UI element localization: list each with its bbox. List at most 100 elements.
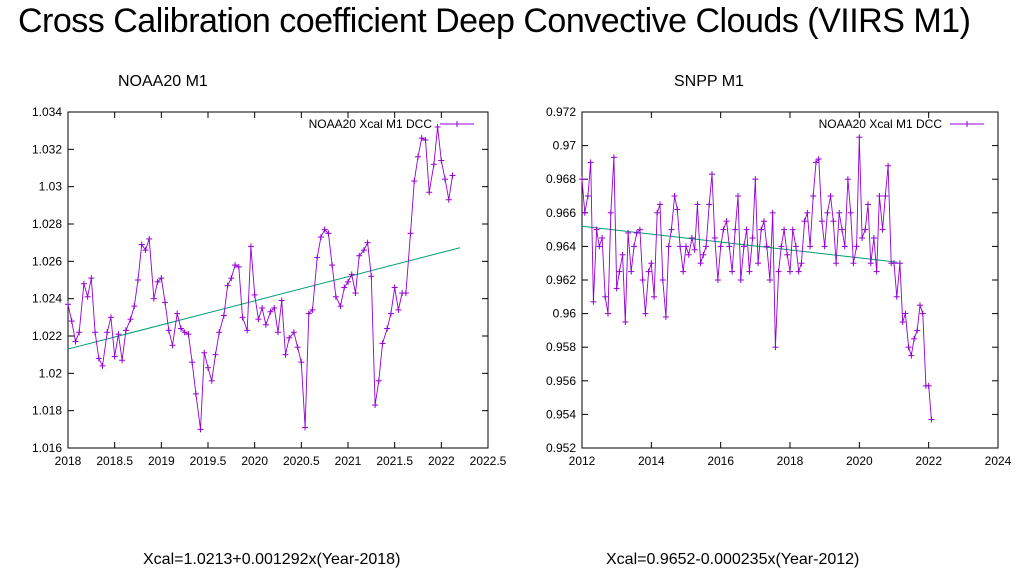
data-point — [84, 293, 91, 300]
data-point — [434, 123, 441, 130]
data-point — [445, 196, 452, 203]
data-point — [709, 171, 715, 178]
data-point — [891, 260, 897, 267]
y-tick-label: 0.962 — [546, 273, 576, 287]
data-point — [836, 209, 843, 216]
data-point — [746, 268, 753, 275]
y-tick-label: 0.966 — [546, 206, 576, 220]
y-tick-label: 1.024 — [32, 292, 62, 306]
data-point — [680, 268, 687, 275]
data-point — [911, 335, 918, 342]
data-point — [80, 280, 87, 287]
data-point — [305, 310, 312, 317]
data-point — [815, 156, 822, 163]
data-point — [827, 193, 834, 199]
data-point — [847, 209, 854, 216]
data-point — [720, 226, 727, 233]
data-point — [407, 230, 414, 237]
data-point — [345, 278, 351, 285]
data-point — [235, 263, 242, 270]
data-point — [395, 306, 402, 313]
data-point — [662, 313, 669, 320]
data-point — [688, 235, 695, 241]
y-tick-label: 1.016 — [32, 441, 62, 455]
data-point — [216, 329, 223, 336]
data-point — [810, 193, 817, 199]
data-point — [418, 135, 425, 142]
data-point — [177, 325, 184, 332]
data-point — [642, 310, 649, 317]
data-point — [197, 426, 204, 433]
data-point — [290, 329, 297, 336]
data-point — [856, 134, 863, 141]
data-point — [142, 247, 149, 254]
data-point — [758, 226, 765, 233]
data-point — [438, 157, 445, 164]
data-point — [665, 243, 672, 250]
data-point — [740, 243, 747, 250]
data-point — [286, 334, 293, 341]
data-point — [247, 243, 254, 250]
y-tick-label: 0.968 — [546, 172, 576, 186]
data-point — [314, 254, 321, 261]
data-point — [772, 344, 779, 351]
data-point — [717, 243, 724, 250]
y-tick-label: 0.972 — [546, 105, 576, 119]
x-tick-label: 2022.5 — [470, 454, 507, 468]
data-point — [914, 327, 921, 334]
data-point — [801, 218, 808, 225]
y-tick-label: 1.032 — [32, 142, 62, 156]
data-point — [729, 268, 736, 275]
data-point — [703, 243, 710, 250]
data-point — [430, 161, 437, 168]
data-point — [631, 243, 637, 250]
data-point — [352, 290, 359, 297]
data-point — [908, 352, 915, 359]
data-point — [402, 290, 409, 297]
data-point — [282, 351, 289, 358]
plot-frame — [67, 111, 489, 449]
data-point — [763, 243, 770, 250]
data-point — [426, 189, 433, 196]
data-point — [255, 316, 262, 323]
data-point — [581, 209, 588, 216]
data-point — [122, 327, 129, 334]
data-point — [165, 327, 172, 334]
data-point — [761, 218, 767, 225]
data-point — [844, 176, 851, 183]
data-point — [138, 241, 145, 248]
data-point — [628, 268, 635, 275]
data-point — [587, 159, 594, 166]
data-point — [668, 226, 675, 233]
data-point — [807, 243, 814, 250]
data-point — [135, 277, 141, 283]
data-point — [181, 329, 188, 336]
data-point — [442, 176, 449, 183]
data-point — [348, 271, 355, 278]
y-tick-label: 1.022 — [32, 329, 62, 343]
data-point — [865, 201, 871, 208]
y-tick-label: 0.97 — [553, 139, 577, 153]
data-point — [107, 314, 114, 321]
data-point — [332, 293, 339, 300]
x-tick-label: 2020 — [241, 454, 268, 468]
y-tick-label: 1.034 — [32, 105, 62, 119]
data-point — [387, 310, 394, 317]
data-point — [804, 209, 811, 216]
data-point — [896, 260, 903, 267]
data-point — [596, 243, 603, 250]
y-tick-label: 1.018 — [32, 404, 62, 418]
y-tick-label: 0.96 — [553, 307, 577, 321]
data-point — [862, 226, 869, 233]
data-point — [781, 226, 788, 233]
data-point — [228, 275, 235, 282]
data-point — [244, 327, 251, 334]
data-point — [925, 382, 932, 389]
data-point — [659, 277, 666, 283]
data-point — [379, 340, 386, 347]
data-point — [674, 206, 681, 213]
data-point — [294, 344, 301, 351]
y-tick-label: 0.964 — [546, 239, 576, 253]
y-tick-label: 0.952 — [546, 441, 576, 455]
data-point — [833, 260, 840, 267]
